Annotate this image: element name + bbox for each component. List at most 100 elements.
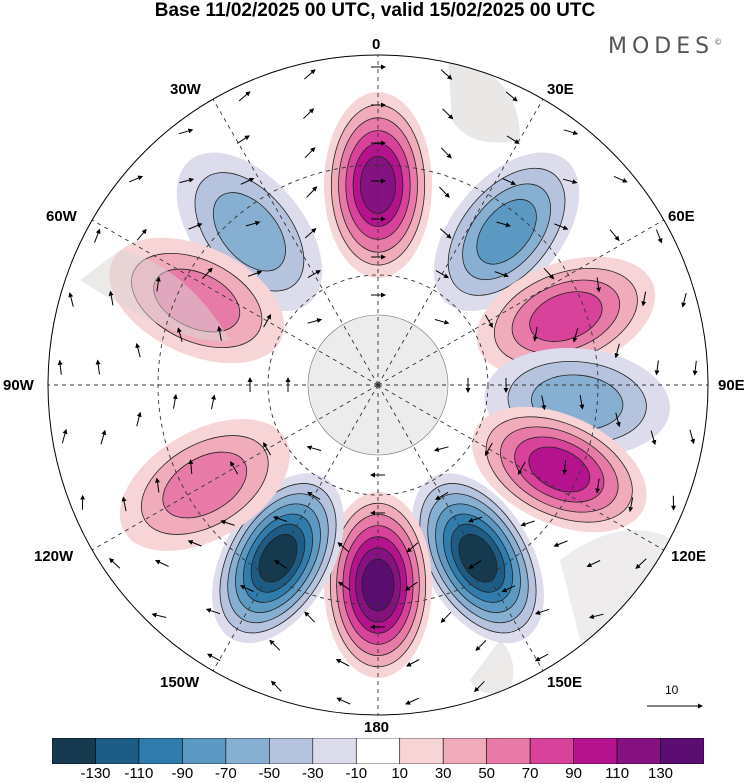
colorbar-tick-label: 10 [391, 765, 409, 782]
longitude-label-60w: 60W [46, 208, 77, 225]
wind-vector-arrow [404, 581, 418, 591]
anomaly-contour [528, 446, 591, 493]
wind-vector-arrow [615, 412, 621, 428]
colorbar-tick-label: 70 [521, 765, 539, 782]
colorbar-tick-label: -110 [124, 765, 154, 782]
wind-vector-arrow [553, 540, 568, 547]
wind-vector-arrow [61, 428, 68, 444]
wind-vector-arrow [467, 516, 483, 523]
map-title: Base 11/02/2025 00 UTC, valid 15/02/2025… [154, 0, 596, 21]
wind-vector-arrow [247, 270, 263, 277]
meridian-line [377, 384, 544, 672]
longitude-label-30w: 30W [170, 81, 201, 98]
colorbar-swatch [52, 738, 96, 764]
wind-vector-arrow [188, 223, 203, 230]
wind-vector-arrow [263, 314, 272, 328]
wind-vector-arrow [136, 411, 142, 427]
wind-vector-arrow [108, 558, 121, 569]
wind-vector-arrow [562, 459, 568, 475]
wind-vector-arrow [588, 613, 604, 619]
meridian-line [377, 219, 665, 386]
map-disc [48, 55, 708, 715]
meridian-line [212, 384, 379, 672]
wind-vector-arrow [520, 520, 535, 527]
wind-vector-arrow [135, 342, 141, 358]
wind-vector-arrow [692, 360, 698, 376]
wind-vector-arrow [154, 559, 169, 567]
colorbar-tick-label: -130 [80, 765, 111, 782]
wind-vector-arrow [484, 314, 493, 328]
wind-vector-arrow [272, 515, 288, 522]
colorbar-tick-label: -90 [171, 765, 194, 782]
colorbar-tick-label: 50 [478, 765, 496, 782]
wind-vector-arrow [579, 394, 585, 410]
meridian-line [91, 384, 379, 551]
wind-vector-arrow [187, 540, 202, 547]
wind-vector-arrow [337, 542, 350, 553]
wind-vector-arrow [541, 395, 547, 411]
wind-vector-arrow [207, 653, 221, 662]
wind-vector-arrow [468, 560, 482, 569]
colorbar-swatch [355, 738, 401, 764]
longitude-label-120w: 120W [34, 548, 74, 565]
colorbar-swatch [312, 738, 357, 764]
map-border [47, 54, 709, 716]
wind-vector-arrow [475, 640, 487, 652]
colorbar-swatch [95, 738, 140, 764]
wind-vector-arrow [474, 680, 485, 693]
anomaly-center-5 [412, 473, 544, 644]
colorbar-tick-label: 90 [565, 765, 582, 782]
wind-vector-arrow [543, 267, 555, 280]
anomaly-center-7 [212, 473, 344, 644]
wind-vector-arrow [586, 560, 601, 567]
wind-vector-arrow [95, 359, 101, 375]
wind-vector-arrow [517, 461, 526, 475]
brand-mark: © [714, 37, 723, 47]
longitude-label-150e: 150E [547, 674, 583, 691]
wind-vector-arrow [303, 108, 315, 120]
wind-vector-arrow [435, 491, 449, 500]
wind-vector-arrow [94, 228, 101, 243]
wind-vector-arrow [534, 608, 550, 615]
wind-vector-arrow [240, 177, 255, 185]
wind-vector-arrow [609, 229, 620, 242]
wind-vector-arrow [274, 560, 288, 569]
wind-vector-arrow [406, 542, 419, 553]
meridian-line [91, 219, 379, 386]
wind-vector-arrow [205, 608, 221, 615]
wind-vector-arrow [681, 292, 687, 308]
longitude-label-120e: 120E [671, 548, 707, 565]
wind-vector-arrow [220, 519, 235, 526]
wind-vector-arrow [434, 319, 450, 325]
colorbar-swatch [182, 738, 227, 764]
wind-vector-arrow [433, 446, 449, 452]
wind-vector-arrow [68, 292, 74, 307]
wind-vector-arrow [155, 276, 161, 292]
wind-vector-arrow [532, 326, 538, 342]
wind-vector-arrow [595, 478, 601, 494]
meridian-line [212, 98, 379, 386]
wind-vector-arrow [136, 228, 147, 241]
colorbar-swatch [616, 738, 661, 764]
wind-vector-arrow [270, 680, 282, 692]
wind-vector-arrow [100, 429, 107, 445]
wind-vector-arrow [554, 223, 569, 230]
wind-vector-arrow [217, 325, 222, 341]
wind-vector-arrow [269, 639, 281, 651]
australia-shape [560, 530, 700, 640]
wind-vector-arrow [655, 229, 663, 244]
graticule [48, 55, 708, 715]
wind-vector-arrow [239, 585, 254, 592]
new-zealand-shape [470, 640, 514, 694]
colorbar-swatch [399, 738, 444, 764]
wind-vector-arrow [440, 611, 452, 623]
colorbar-swatch [225, 738, 270, 764]
colorbar-tick-label: 30 [434, 765, 452, 782]
wind-vector-arrow [496, 221, 511, 228]
colorbar-tick-label: -30 [301, 765, 324, 782]
brand-name: MODES [608, 34, 715, 59]
wind-vector-arrow [129, 175, 144, 183]
wind-vector-arrow [337, 581, 351, 591]
wind-vector-arrow [188, 459, 194, 474]
meridian-line [377, 384, 665, 551]
